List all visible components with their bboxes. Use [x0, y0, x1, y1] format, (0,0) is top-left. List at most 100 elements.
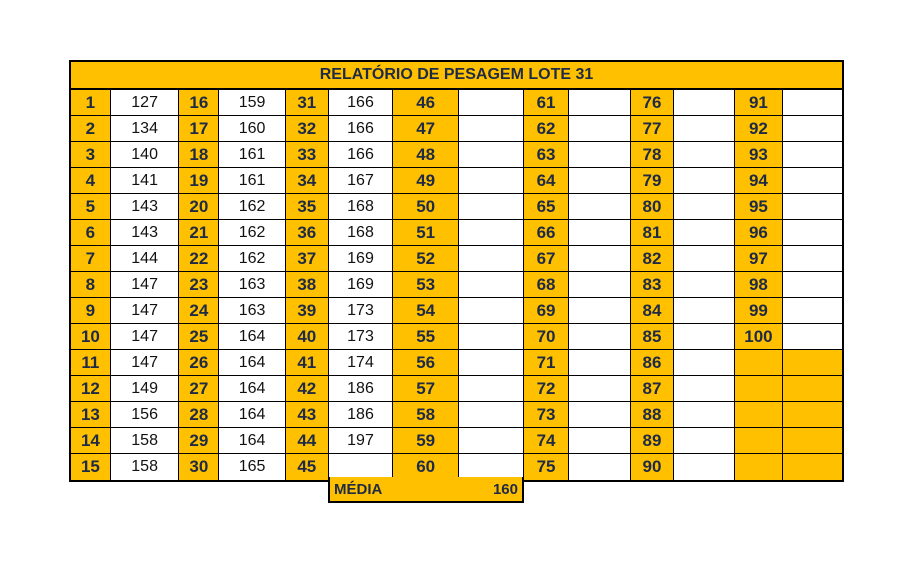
animal-number: 85: [631, 324, 674, 349]
weight-value: [673, 298, 735, 323]
weight-value: [783, 272, 842, 297]
weight-value: [458, 90, 524, 115]
weight-value: 156: [110, 402, 180, 427]
weight-value: [458, 194, 524, 219]
animal-number: 67: [523, 246, 570, 271]
weight-value: [569, 428, 632, 453]
table-body: 1 127 16 159 31 166 46 61 76 91 2 134 17 160 32 166 47 62…: [71, 90, 842, 480]
weight-value: [783, 428, 842, 453]
weight-value: 164: [219, 324, 286, 349]
animal-number: 19: [179, 168, 220, 193]
animal-number: 45: [285, 454, 329, 480]
animal-number: 13: [71, 402, 111, 427]
table-row: 8 147 23 163 38 169 53 68 83 98: [71, 272, 842, 298]
weight-value: [783, 454, 842, 480]
weight-value: [673, 142, 735, 167]
weight-value: [569, 272, 632, 297]
animal-number: 64: [523, 168, 570, 193]
animal-number: 86: [631, 350, 674, 375]
weight-value: 165: [219, 454, 286, 480]
weight-value: 134: [110, 116, 180, 141]
weight-value: 144: [110, 246, 180, 271]
weight-value: [783, 376, 842, 401]
weight-value: 164: [219, 402, 286, 427]
table-row: 1 127 16 159 31 166 46 61 76 91: [71, 90, 842, 116]
animal-number: 35: [285, 194, 329, 219]
weight-value: [458, 402, 524, 427]
weight-value: 163: [219, 272, 286, 297]
weight-value: 167: [328, 168, 394, 193]
animal-number: 65: [523, 194, 570, 219]
weight-value: [458, 454, 524, 480]
weight-value: [569, 220, 632, 245]
weight-value: [458, 116, 524, 141]
weight-value: 147: [110, 298, 180, 323]
weight-value: 169: [328, 246, 394, 271]
animal-number: 10: [71, 324, 111, 349]
table-row: 4 141 19 161 34 167 49 64 79 94: [71, 168, 842, 194]
animal-number: 20: [179, 194, 220, 219]
weight-value: [458, 376, 524, 401]
average-value: 160: [492, 480, 518, 498]
animal-number: 7: [71, 246, 111, 271]
animal-number: 72: [523, 376, 570, 401]
animal-number: 59: [393, 428, 459, 453]
animal-number: 96: [734, 220, 784, 245]
weight-value: 162: [219, 194, 286, 219]
weight-value: 162: [219, 220, 286, 245]
weight-value: 158: [110, 454, 180, 480]
weight-value: 143: [110, 220, 180, 245]
animal-number: [734, 376, 784, 401]
weight-value: [783, 220, 842, 245]
animal-number: 68: [523, 272, 570, 297]
animal-number: 89: [631, 428, 674, 453]
animal-number: 93: [734, 142, 784, 167]
weight-value: [458, 428, 524, 453]
weight-value: [458, 324, 524, 349]
weight-value: [673, 272, 735, 297]
weight-value: [569, 402, 632, 427]
weighing-report-table: RELATÓRIO DE PESAGEM LOTE 31 1 127 16 159 31…: [69, 60, 844, 482]
animal-number: 43: [285, 402, 329, 427]
animal-number: 60: [393, 454, 459, 480]
animal-number: 53: [393, 272, 459, 297]
weight-value: 173: [328, 298, 394, 323]
animal-number: 49: [393, 168, 459, 193]
animal-number: 31: [285, 90, 329, 115]
weight-value: [783, 402, 842, 427]
weight-value: [673, 376, 735, 401]
animal-number: 55: [393, 324, 459, 349]
animal-number: 46: [393, 90, 459, 115]
table-row: 15 158 30 165 45 60 75 90: [71, 454, 842, 480]
animal-number: 11: [71, 350, 111, 375]
animal-number: 21: [179, 220, 220, 245]
weight-value: 161: [219, 168, 286, 193]
animal-number: 32: [285, 116, 329, 141]
weight-value: [569, 324, 632, 349]
animal-number: 9: [71, 298, 111, 323]
weight-value: [783, 168, 842, 193]
weight-value: [569, 194, 632, 219]
animal-number: 8: [71, 272, 111, 297]
weight-value: [569, 168, 632, 193]
average-label: MÉDIA: [334, 480, 383, 498]
table-row: 13 156 28 164 43 186 58 73 88: [71, 402, 842, 428]
weight-value: [328, 454, 394, 480]
animal-number: 54: [393, 298, 459, 323]
weight-value: 168: [328, 194, 394, 219]
table-row: 6 143 21 162 36 168 51 66 81 96: [71, 220, 842, 246]
average-box: MÉDIA 160: [328, 477, 524, 503]
animal-number: 81: [631, 220, 674, 245]
animal-number: 61: [523, 90, 570, 115]
animal-number: 24: [179, 298, 220, 323]
weight-value: [569, 246, 632, 271]
weight-value: [569, 116, 632, 141]
animal-number: 41: [285, 350, 329, 375]
weight-value: [673, 402, 735, 427]
animal-number: 63: [523, 142, 570, 167]
animal-number: 94: [734, 168, 784, 193]
weight-value: [673, 324, 735, 349]
weight-value: [673, 220, 735, 245]
weight-value: [673, 194, 735, 219]
animal-number: 95: [734, 194, 784, 219]
